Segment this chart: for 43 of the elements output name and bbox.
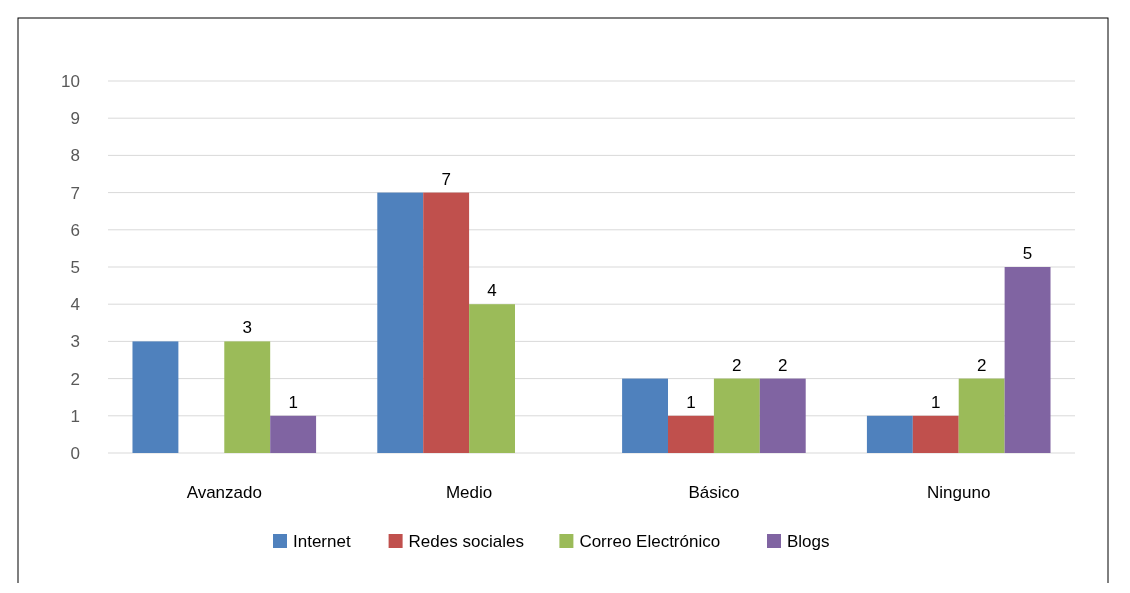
data-label: 1: [686, 392, 696, 412]
data-label: 7: [441, 169, 451, 189]
bar: [132, 341, 179, 453]
legend-label: Redes sociales: [408, 531, 524, 551]
x-tick-label: Básico: [688, 483, 740, 502]
x-tick-label: Medio: [445, 483, 493, 502]
bar: [759, 378, 806, 453]
bar: [958, 378, 1005, 453]
y-tick-label: 6: [70, 220, 80, 240]
x-tick-label: Avanzado: [186, 483, 262, 502]
bar: [713, 378, 760, 453]
data-label: 5: [1022, 244, 1033, 263]
y-tick-label: 0: [70, 443, 80, 463]
y-tick-label: 3: [70, 332, 80, 352]
bar: [423, 192, 470, 453]
legend-label: Blogs: [787, 531, 830, 551]
data-label: 1: [931, 392, 941, 412]
data-label: 2: [732, 355, 742, 375]
bar: [224, 341, 271, 453]
y-tick-label: 8: [70, 146, 80, 166]
data-label: 4: [487, 281, 497, 301]
bar: [1004, 267, 1051, 453]
y-tick-label: 2: [70, 369, 80, 389]
bar: [270, 415, 317, 453]
legend-label: Internet: [293, 531, 351, 551]
y-tick-label: 4: [70, 295, 80, 315]
bar: [866, 415, 913, 453]
legend-label: Correo Electrónico: [579, 531, 721, 551]
bar: [668, 415, 714, 453]
data-label: 1: [288, 392, 298, 412]
y-tick-label: 5: [70, 257, 80, 277]
x-tick-label: Ninguno: [927, 483, 991, 502]
bar: [622, 378, 668, 453]
y-tick-label: 10: [61, 71, 80, 91]
bar: [912, 415, 959, 453]
bar: [469, 304, 515, 453]
data-label: 2: [976, 355, 987, 375]
y-tick-label: 1: [70, 406, 80, 426]
data-label: 2: [778, 355, 788, 375]
y-tick-label: 9: [70, 109, 80, 129]
y-tick-label: 7: [70, 183, 80, 203]
bar: [377, 192, 424, 453]
data-label: 3: [242, 318, 252, 338]
